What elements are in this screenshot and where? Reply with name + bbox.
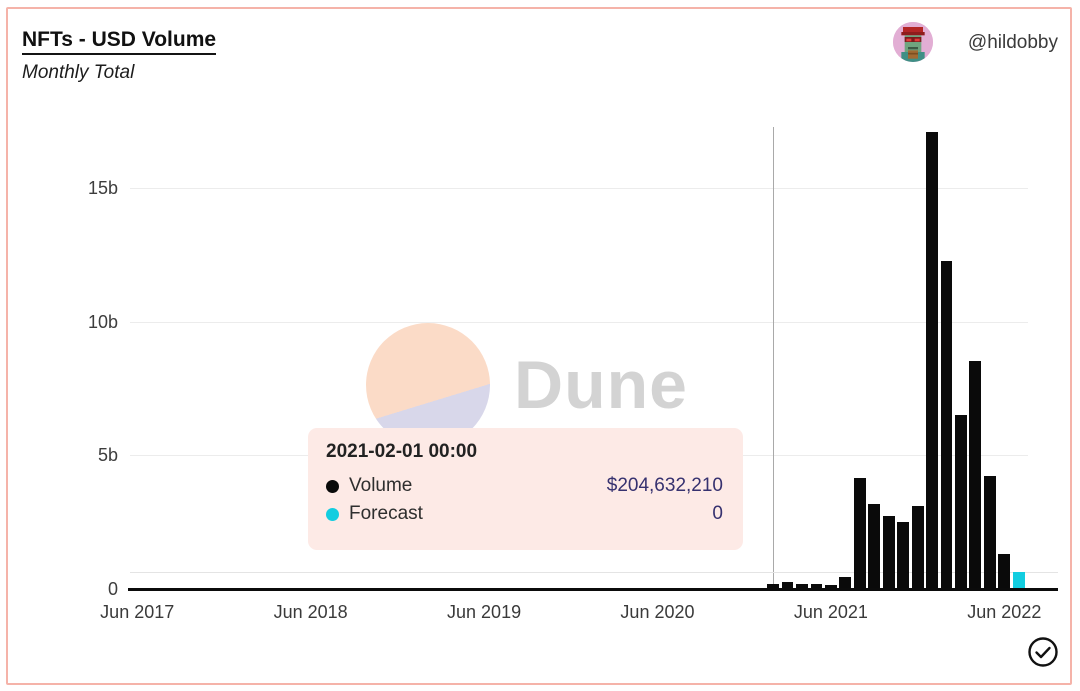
bar-volume[interactable]: [969, 360, 982, 589]
bar-volume[interactable]: [983, 475, 996, 589]
page-subtitle: Monthly Total: [22, 62, 135, 83]
bar-volume[interactable]: [882, 515, 895, 589]
check-badge-button[interactable]: [1026, 635, 1060, 669]
bar-volume[interactable]: [781, 582, 794, 589]
tooltip-row-forecast: Forecast 0: [326, 503, 723, 525]
volume-marker-icon: [326, 479, 339, 493]
bar-volume[interactable]: [810, 584, 823, 589]
bar-volume[interactable]: [853, 478, 866, 589]
gridline: [130, 321, 1028, 323]
tooltip-volume-value: $204,632,210: [606, 475, 723, 496]
tooltip-forecast-label: Forecast: [349, 503, 423, 524]
bar-volume[interactable]: [767, 583, 779, 589]
bar-volume[interactable]: [868, 503, 881, 589]
bar-volume[interactable]: [955, 415, 967, 589]
forecast-marker-icon: [326, 507, 339, 521]
bar-volume[interactable]: [796, 584, 808, 589]
y-axis-tick-label: 0: [107, 579, 118, 599]
page-title: NFTs - USD Volume: [22, 28, 217, 55]
bar-volume[interactable]: [824, 585, 837, 589]
y-axis-tick-label: 10b: [87, 311, 118, 332]
avatar-image: [893, 22, 933, 62]
bar-volume[interactable]: [839, 576, 852, 589]
bar-volume[interactable]: [926, 132, 938, 589]
tooltip-forecast-value: 0: [712, 503, 723, 524]
x-axis-tick-label: Jun 2017: [100, 602, 175, 622]
y-axis-tick-label: 15b: [87, 178, 118, 199]
tooltip-volume-label: Volume: [349, 475, 413, 496]
checkmark-icon: [1028, 637, 1058, 667]
x-axis-line: [128, 588, 1058, 591]
tooltip-date: 2021-02-01 00:00: [326, 441, 478, 462]
bar-volume[interactable]: [897, 522, 910, 589]
author-handle[interactable]: @hildobby: [967, 32, 1058, 53]
bar-volume[interactable]: [940, 260, 953, 589]
x-axis-tick-label: Jun 2022: [967, 602, 1042, 622]
tooltip-row-volume: Volume $204,632,210: [326, 475, 723, 497]
y-axis-tick-label: 5b: [97, 445, 118, 466]
dune-logo-icon: [366, 323, 490, 447]
bar-forecast[interactable]: [1012, 571, 1025, 589]
x-axis-tick-label: Jun 2018: [273, 602, 348, 622]
x-axis-tick-label: Jun 2019: [447, 602, 522, 622]
bar-volume[interactable]: [998, 554, 1011, 589]
avatar[interactable]: [893, 22, 933, 62]
x-axis-tick-label: Jun 2021: [793, 602, 868, 622]
gridline: [130, 188, 1028, 190]
x-axis-tick-label: Jun 2020: [620, 602, 695, 622]
dune-watermark: Dune: [514, 347, 688, 423]
bar-volume[interactable]: [911, 506, 924, 589]
hover-crosshair-vertical: [773, 127, 775, 589]
chart-tooltip: 2021-02-01 00:00 Volume $204,632,210 For…: [308, 428, 743, 550]
hover-crosshair-horizontal: [130, 572, 1058, 573]
